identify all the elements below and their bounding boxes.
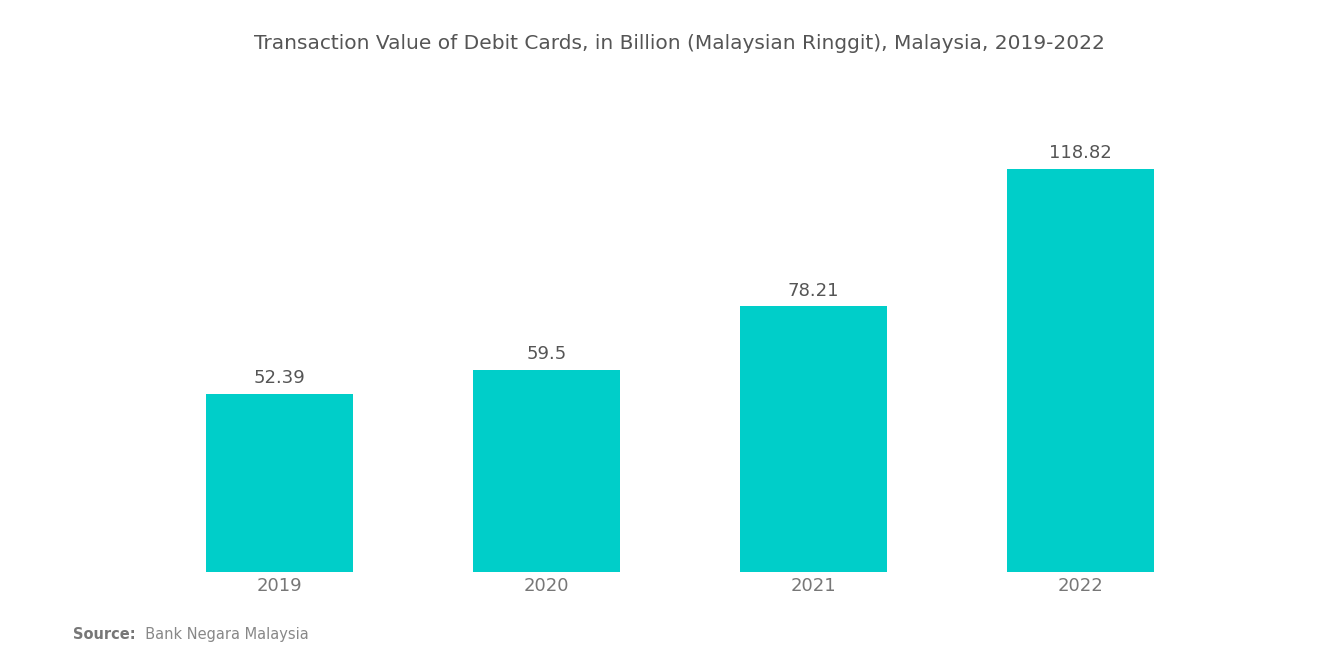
Title: Transaction Value of Debit Cards, in Billion (Malaysian Ringgit), Malaysia, 2019: Transaction Value of Debit Cards, in Bil… xyxy=(255,34,1105,53)
Text: 59.5: 59.5 xyxy=(527,345,566,363)
Text: 52.39: 52.39 xyxy=(253,369,305,387)
Text: Source:: Source: xyxy=(73,626,135,642)
Text: 78.21: 78.21 xyxy=(788,282,840,300)
Bar xyxy=(741,307,887,572)
Bar xyxy=(206,394,352,572)
Bar xyxy=(473,370,619,572)
Text: 118.82: 118.82 xyxy=(1049,144,1111,162)
Text: Bank Negara Malaysia: Bank Negara Malaysia xyxy=(136,626,309,642)
Bar xyxy=(1007,169,1154,572)
